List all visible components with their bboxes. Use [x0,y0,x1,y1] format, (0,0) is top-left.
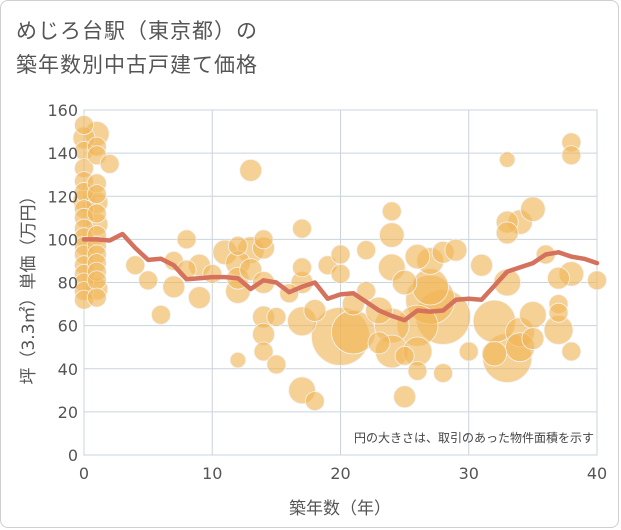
bubble-point [458,341,479,362]
bubble-point [356,240,377,261]
bubble-point [394,345,415,366]
x-tick-label: 10 [202,464,222,483]
bubble-point [519,301,547,329]
size-note: 円の大きさは、取引のあった物件面積を示す [354,430,594,445]
bubble-point [202,263,223,284]
chart-title-line2: 築年数別中古戸建て価格 [16,53,258,77]
bubble-point [74,115,94,135]
bubble-point [391,269,418,296]
bubble-point [393,385,417,409]
bubble-point [162,275,186,299]
bubble-point [227,235,248,256]
y-tick-label: 0 [68,446,78,465]
bubble-point [86,203,107,224]
bubble-point [99,154,120,174]
bubble-series [72,115,607,411]
average-line-series [81,231,600,323]
bubble-point [86,287,107,308]
bubble-point [125,255,146,276]
y-tick-label: 20 [58,403,78,422]
bubble-point [481,340,508,367]
chart-title-line1: めじろ台駅（東京都）の [16,19,258,43]
bubble-point [407,361,428,381]
bubble-point [266,354,287,375]
bubble-point [138,270,159,291]
bubble-point [86,184,107,204]
bubble-point [239,158,263,182]
bubble-point [520,196,546,222]
bubble-point [381,201,402,222]
bubble-point [547,266,570,290]
y-tick-label: 80 [58,274,78,293]
x-tick-label: 40 [587,464,607,483]
x-tick-label: 20 [330,464,350,483]
bubble-point [330,263,351,284]
y-tick-label: 100 [47,230,78,249]
bubble-point [151,304,171,325]
bubble-point [253,229,274,250]
x-tick-label: 0 [79,464,89,483]
x-axis-label: 築年数（年） [289,499,391,519]
bubble-point [444,238,468,262]
bubble-point [304,391,325,411]
y-tick-label: 160 [47,101,78,120]
bubble-point [495,221,519,245]
bubble-point [176,229,197,250]
bubble-point [367,331,391,355]
bubble-point [379,222,405,248]
y-tick-label: 120 [47,187,78,206]
bubble-point [433,363,454,383]
y-tick-label: 60 [58,317,78,336]
bubble-point [86,270,107,291]
x-tick-label: 30 [459,464,479,483]
bubble-point [303,299,327,322]
y-tick-label: 140 [47,144,78,163]
bubble-point [253,341,274,362]
bubble-point [292,257,312,278]
chart-title: めじろ台駅（東京都）の 築年数別中古戸建て価格 [16,14,258,82]
bubble-point [188,286,211,309]
bubble-point [470,253,493,277]
bubble-point [499,151,516,168]
average-line [81,231,600,323]
axis-ticks: 0 20 40 60 80 100 120 140 160 0 10 20 30 40 [47,101,607,483]
bubble-point [561,145,582,166]
bubble-point [229,351,247,369]
bubble-point [561,341,582,362]
bubble-point [548,302,569,323]
bubble-point [521,327,545,350]
bubble-point [292,218,312,239]
bubble-point [404,243,431,270]
y-axis-label: 坪（3.3㎡）単価（万円） [19,187,39,384]
bubble-point [587,270,607,291]
bubble-point [266,307,287,327]
bubble-point [330,244,351,265]
y-tick-label: 40 [58,360,78,379]
